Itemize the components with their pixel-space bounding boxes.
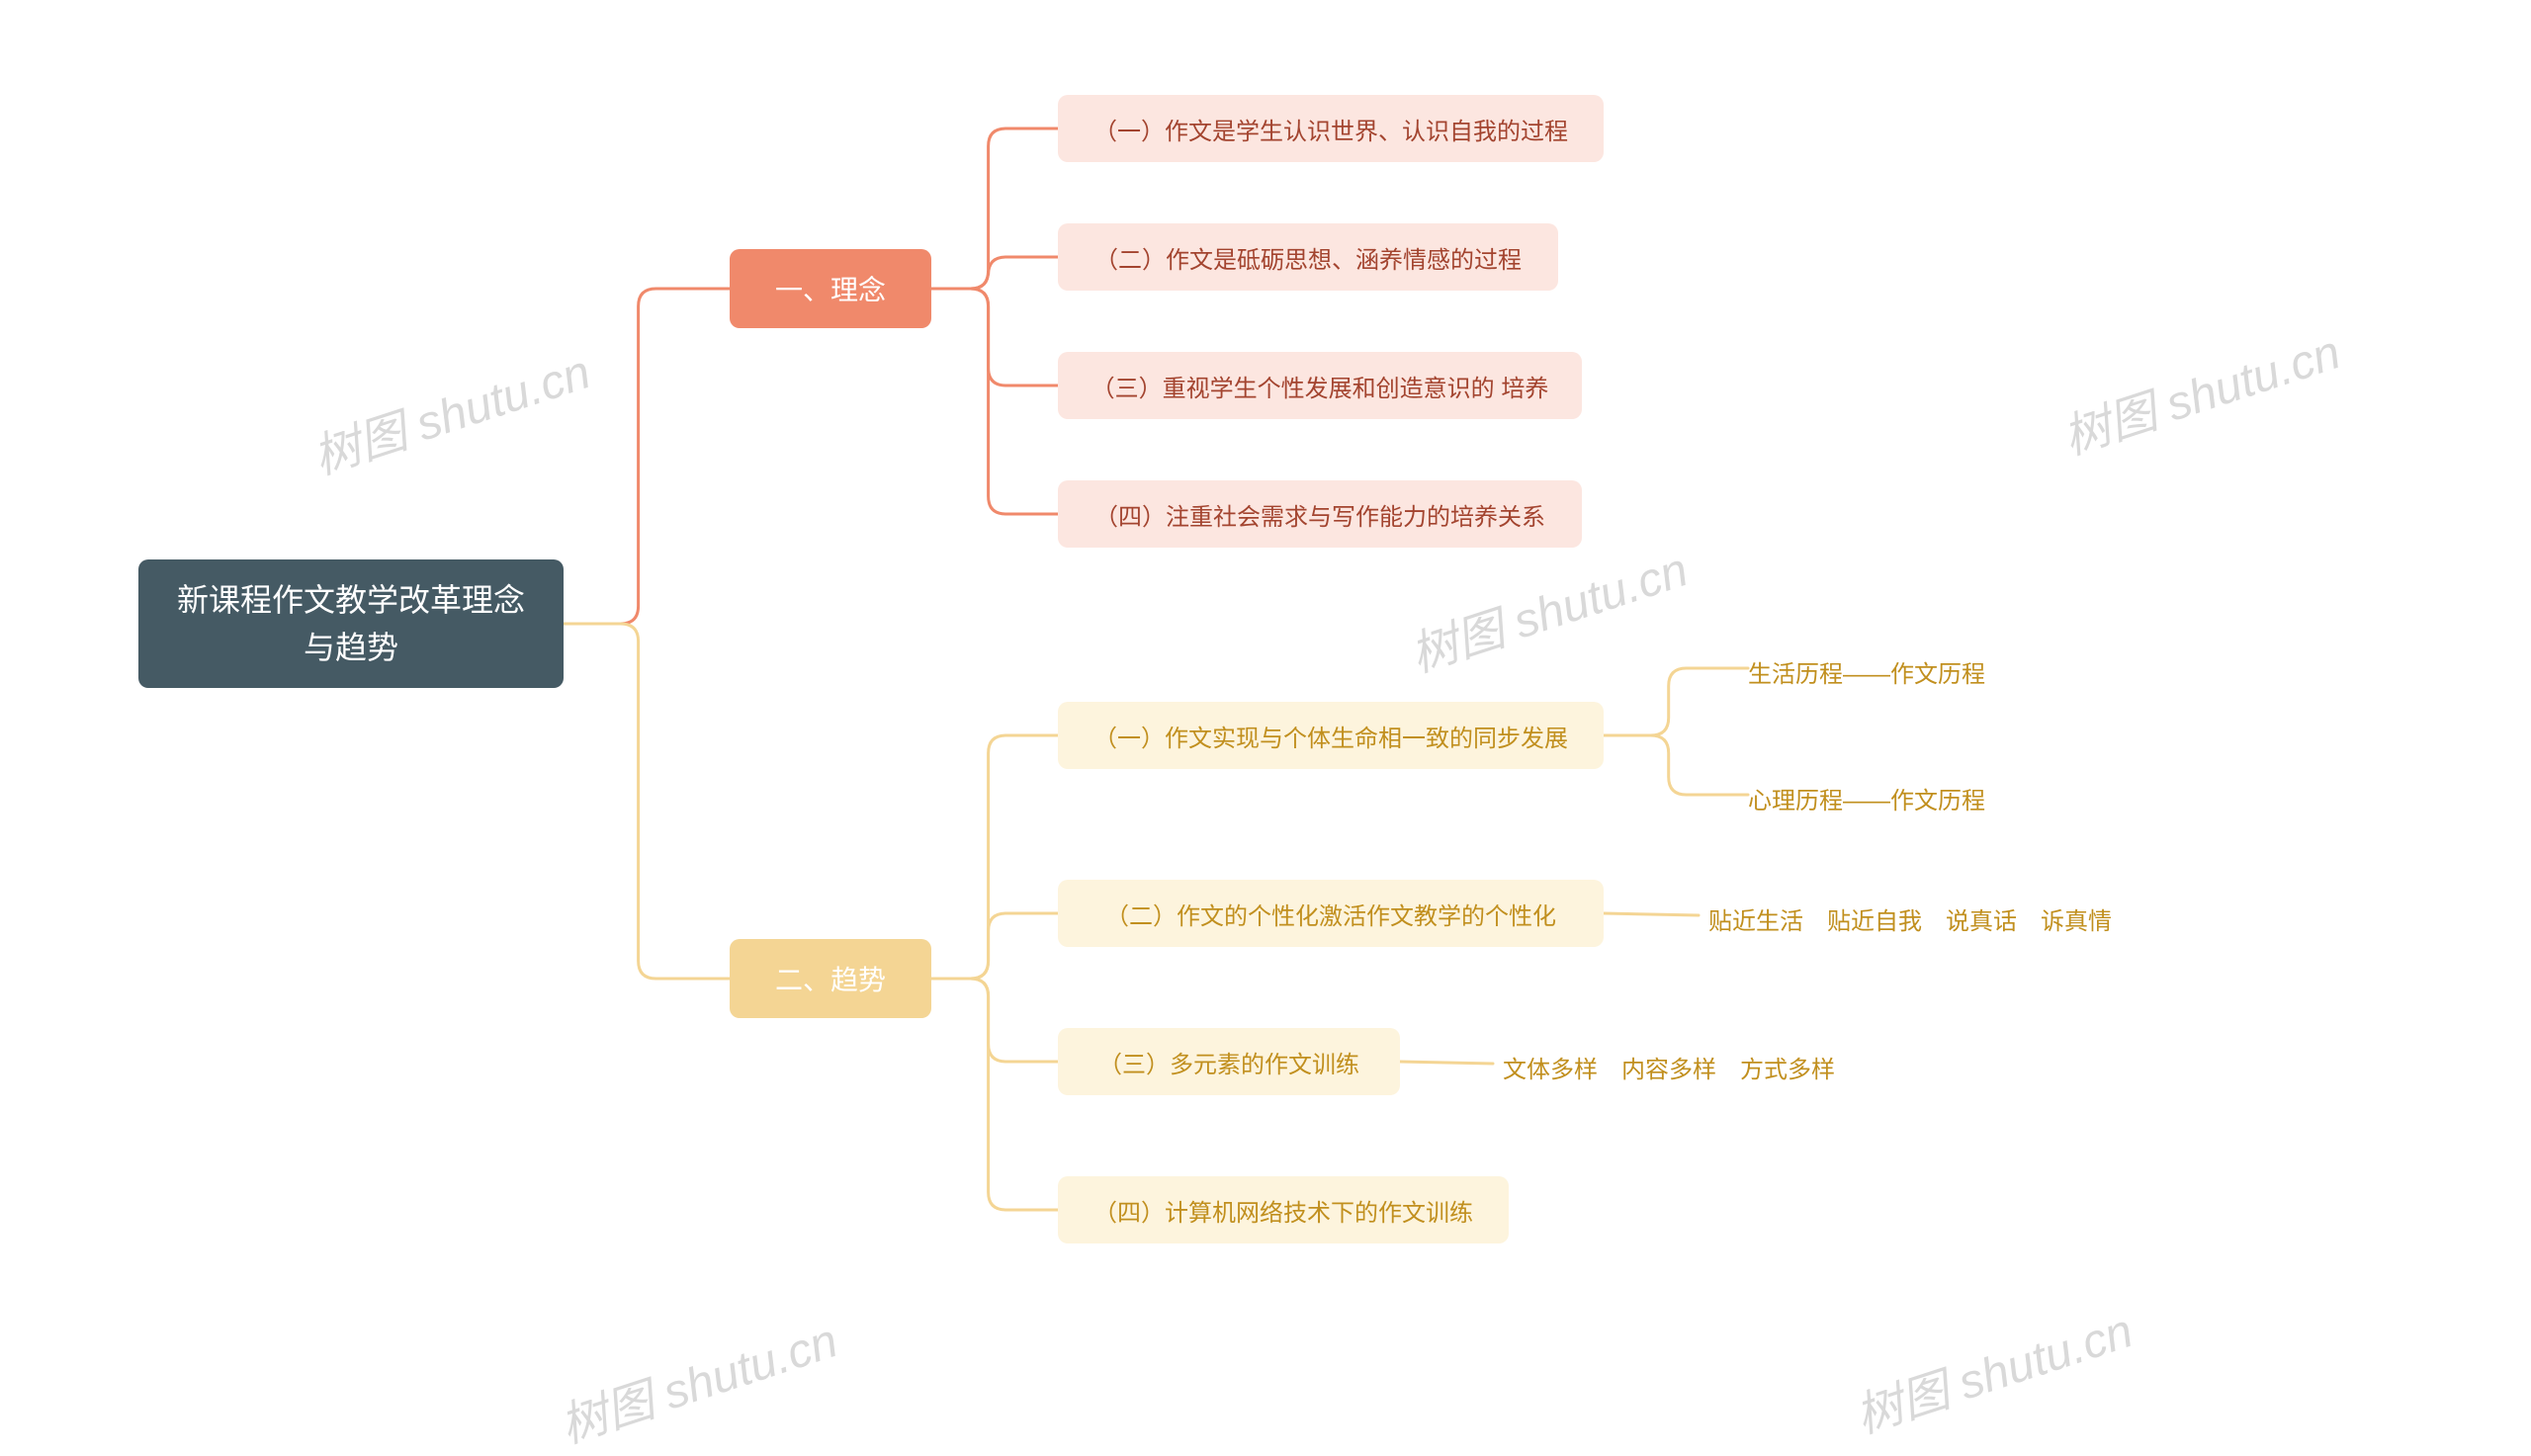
tail-1: 贴近生活 贴近自我 说真话 诉真情 xyxy=(1708,901,2112,936)
tail-2: 文体多样 内容多样 方式多样 xyxy=(1503,1050,1835,1084)
branch-1: 一、理念 xyxy=(730,249,931,328)
root-line2: 与趋势 xyxy=(304,624,398,671)
tail-0-1: 心理历程——作文历程 xyxy=(1748,781,1985,815)
leaf-1-3: （四）注重社会需求与写作能力的培养关系 xyxy=(1058,480,1582,548)
leaf-2-2: （三）多元素的作文训练 xyxy=(1058,1028,1400,1095)
watermark: 树图 shutu.cn xyxy=(303,333,597,487)
leaf-1-2: （三）重视学生个性发展和创造意识的 培养 xyxy=(1058,352,1582,419)
watermark: 树图 shutu.cn xyxy=(1400,531,1695,685)
branch-2: 二、趋势 xyxy=(730,939,931,1018)
mindmap-canvas: 树图 shutu.cn 树图 shutu.cn 树图 shutu.cn 树图 s… xyxy=(0,0,2531,1447)
leaf-2-1: （二）作文的个性化激活作文教学的个性化 xyxy=(1058,880,1604,947)
watermark: 树图 shutu.cn xyxy=(1845,1292,2139,1446)
root-line1: 新课程作文教学改革理念 xyxy=(177,576,525,624)
root-node: 新课程作文教学改革理念 与趋势 xyxy=(138,559,564,688)
watermark: 树图 shutu.cn xyxy=(2052,313,2347,468)
leaf-2-3: （四）计算机网络技术下的作文训练 xyxy=(1058,1176,1509,1243)
watermark: 树图 shutu.cn xyxy=(550,1302,844,1456)
leaf-1-0: （一）作文是学生认识世界、认识自我的过程 xyxy=(1058,95,1604,162)
leaf-1-1: （二）作文是砥砺思想、涵养情感的过程 xyxy=(1058,223,1558,291)
leaf-2-0: （一）作文实现与个体生命相一致的同步发展 xyxy=(1058,702,1604,769)
tail-0-0: 生活历程——作文历程 xyxy=(1748,654,1985,689)
